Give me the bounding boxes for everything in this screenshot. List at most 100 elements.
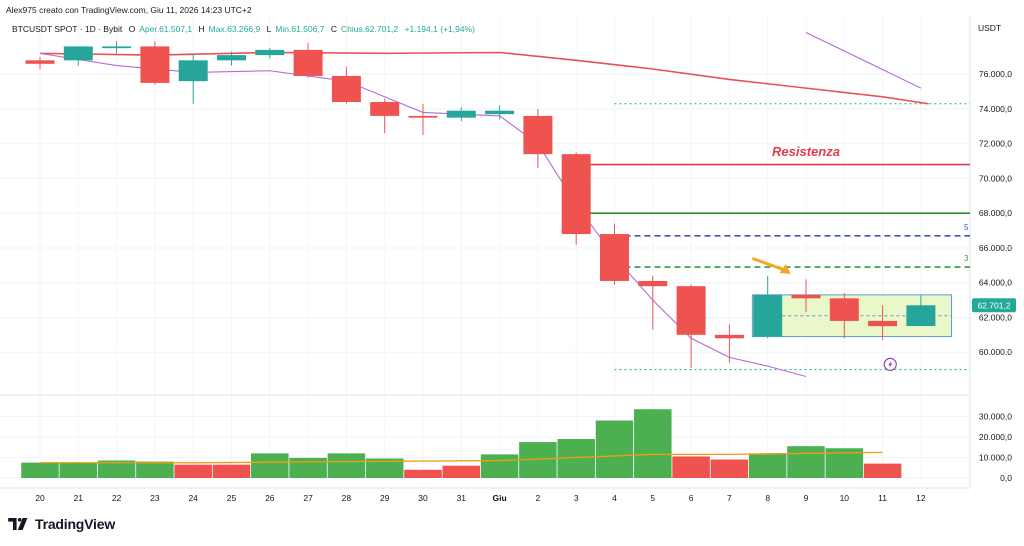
candle-body — [408, 115, 438, 118]
low-label: L — [266, 24, 272, 34]
price-tick-label: 70.000,0 — [979, 173, 1012, 183]
volume-bar — [327, 453, 366, 478]
time-tick-label: 9 — [804, 493, 809, 503]
low-value: Min.61.506,7 — [275, 24, 325, 34]
volume-bar — [59, 462, 98, 478]
volume-bar — [442, 465, 481, 478]
volume-bar — [136, 461, 174, 478]
tradingview-logo-icon — [8, 518, 28, 530]
time-tick-label: 22 — [112, 493, 122, 503]
candle-body — [638, 280, 668, 287]
price-tick-label: 74.000,0 — [979, 104, 1012, 114]
candle-body — [906, 305, 936, 327]
time-tick-label: 30 — [418, 493, 428, 503]
time-tick-label: 10 — [840, 493, 850, 503]
volume-panel — [21, 409, 902, 478]
price-tags: 62.701,2 — [972, 298, 1016, 313]
ma-red-line — [39, 51, 929, 105]
arrow-head-icon — [779, 264, 791, 275]
level-label: 5 — [964, 223, 969, 232]
time-tick-label: 3 — [574, 493, 579, 503]
time-tick-label: 26 — [265, 493, 275, 503]
close-label: C — [330, 24, 337, 34]
ma-purple-upper-line — [805, 32, 922, 89]
time-tick-label: 27 — [303, 493, 313, 503]
time-tick-label: 12 — [916, 493, 926, 503]
candle-body — [791, 294, 821, 299]
time-tick-label: 21 — [74, 493, 84, 503]
tradingview-brand[interactable]: TradingView — [8, 516, 115, 532]
time-tick-label: 31 — [457, 493, 467, 503]
lightning-icon — [888, 360, 893, 369]
arrow-shaft — [751, 256, 786, 272]
volume-bar — [251, 453, 289, 478]
volume-bar — [21, 462, 59, 478]
time-tick-label: 20 — [35, 493, 45, 503]
candles — [25, 41, 936, 368]
volume-tick-label: 30.000,0 — [979, 411, 1012, 421]
price-tick-label: 68.000,0 — [979, 208, 1012, 218]
volume-ma-line — [39, 451, 883, 464]
volume-bar — [863, 463, 902, 478]
high-label: H — [198, 24, 205, 34]
high-value: Max.63.266,9 — [208, 24, 261, 34]
brand-name: TradingView — [35, 516, 116, 532]
volume-bar — [672, 456, 710, 478]
symbol-legend: BTCUSDT SPOT · 1D · Bybit O Aper.61.507,1… — [12, 24, 479, 34]
author-line: Alex975 creato con TradingView.com, Giu … — [6, 5, 252, 15]
candle-body — [829, 298, 859, 321]
time-tick-label: Giu — [493, 493, 507, 503]
candle-body — [485, 110, 515, 115]
currency-label: USDT — [978, 23, 1002, 33]
candle-body — [676, 286, 706, 335]
chart-grid — [0, 16, 971, 489]
volume-bar — [480, 454, 519, 478]
open-label: O — [128, 24, 136, 34]
candle-body — [446, 110, 476, 118]
symbol-name[interactable]: BTCUSDT SPOT · 1D · Bybit — [12, 24, 123, 34]
open-value: Aper.61.507,1 — [139, 24, 193, 34]
volume-bar — [97, 460, 136, 478]
time-tick-label: 8 — [765, 493, 770, 503]
annotations: Resistenza — [751, 144, 953, 371]
volume-bar — [289, 457, 327, 478]
level-label: 3 — [964, 254, 969, 263]
candle-body — [331, 75, 361, 103]
volume-tick-label: 0,0 — [1000, 473, 1012, 483]
volume-bar — [174, 464, 212, 478]
volume-bar — [787, 446, 825, 478]
volume-bar — [212, 464, 251, 478]
volume-tick-label: 20.000,0 — [979, 432, 1012, 442]
last-price-tag — [972, 298, 1016, 313]
candle-body — [255, 49, 285, 56]
change-value: +1.194,1 (+1,94%) — [404, 24, 475, 34]
volume-bar — [634, 409, 672, 478]
candle-body — [293, 49, 323, 76]
candle-body — [600, 234, 629, 281]
last-price-label: 62.701,2 — [977, 300, 1010, 310]
volume-bar — [595, 420, 634, 478]
price-tick-label: 64.000,0 — [979, 278, 1012, 288]
time-tick-label: 29 — [380, 493, 390, 503]
price-tick-label: 66.000,0 — [979, 243, 1012, 253]
time-tick-label: 28 — [342, 493, 352, 503]
time-tick-label: 24 — [188, 493, 198, 503]
time-tick-label: 6 — [689, 493, 694, 503]
candle-body — [753, 294, 783, 337]
candle-body — [714, 334, 744, 339]
price-tick-label: 60.000,0 — [979, 347, 1012, 357]
volume-tick-label: 10.000,0 — [979, 452, 1012, 462]
price-tick-label: 72.000,0 — [979, 139, 1012, 149]
candle-body — [25, 60, 55, 64]
price-tick-label: 76.000,0 — [979, 69, 1012, 79]
volume-bar — [365, 458, 404, 478]
time-tick-label: 7 — [727, 493, 732, 503]
candle-body — [561, 154, 591, 235]
candle-body — [523, 115, 553, 155]
volume-bar — [710, 459, 749, 478]
candle-body — [102, 46, 132, 49]
candle-body — [140, 46, 170, 83]
candle-body — [868, 320, 898, 327]
level-lines: 53 — [576, 103, 970, 371]
